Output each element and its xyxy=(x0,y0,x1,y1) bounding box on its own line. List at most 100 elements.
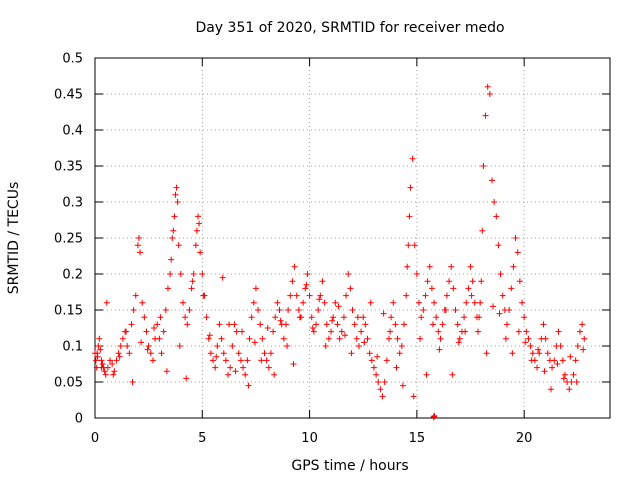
data-point xyxy=(540,321,547,328)
data-point xyxy=(491,199,498,205)
data-point xyxy=(480,163,487,169)
data-point xyxy=(264,325,271,331)
data-point xyxy=(184,321,191,328)
data-point xyxy=(347,285,354,292)
data-point xyxy=(325,335,332,342)
data-point xyxy=(527,343,534,349)
data-point xyxy=(186,307,193,313)
data-point xyxy=(295,307,302,313)
data-point xyxy=(454,321,461,328)
x-tick-label: 5 xyxy=(198,431,206,446)
data-point xyxy=(107,357,114,364)
data-point xyxy=(205,335,212,342)
data-point xyxy=(163,368,170,375)
data-point xyxy=(486,91,493,97)
data-point xyxy=(329,317,336,324)
data-point xyxy=(110,371,117,378)
data-point xyxy=(144,346,151,353)
data-point xyxy=(514,249,521,256)
data-point xyxy=(98,364,105,371)
data-point xyxy=(516,278,523,285)
data-point xyxy=(170,227,177,234)
data-point xyxy=(423,371,430,378)
data-point xyxy=(336,335,343,342)
data-point xyxy=(226,321,233,328)
data-point xyxy=(482,112,489,119)
data-point xyxy=(338,328,345,335)
data-point xyxy=(465,285,472,292)
data-point xyxy=(171,213,178,220)
data-point xyxy=(193,227,200,234)
data-point xyxy=(561,371,568,378)
data-point xyxy=(497,271,504,277)
data-point xyxy=(576,328,583,335)
data-point xyxy=(245,382,252,389)
data-point xyxy=(145,343,152,349)
data-point xyxy=(541,368,548,375)
data-point xyxy=(147,350,154,357)
data-point xyxy=(406,213,413,220)
data-point xyxy=(358,328,365,335)
data-point xyxy=(92,357,99,364)
data-point xyxy=(285,307,292,313)
data-point xyxy=(162,307,169,313)
data-point xyxy=(265,364,272,371)
data-point xyxy=(557,343,564,349)
data-point xyxy=(484,83,491,90)
y-tick-label: 0.25 xyxy=(54,232,83,247)
data-point xyxy=(255,307,262,313)
data-point xyxy=(291,263,298,270)
data-point xyxy=(493,213,500,220)
data-point xyxy=(512,235,519,241)
data-point xyxy=(392,321,399,328)
data-point xyxy=(98,357,105,364)
data-point xyxy=(190,271,197,277)
data-point xyxy=(573,379,580,385)
data-point xyxy=(323,321,330,328)
data-point xyxy=(137,249,144,256)
data-point xyxy=(418,314,425,321)
data-point xyxy=(428,285,435,292)
data-point xyxy=(375,379,382,385)
data-point xyxy=(203,314,210,321)
data-point xyxy=(316,296,323,303)
data-point xyxy=(361,339,368,346)
data-point xyxy=(568,379,575,385)
y-tick-label: 0.05 xyxy=(54,376,83,391)
axis-tick-labels: 0 0.05 0.1 0.15 0.2 0.25 0.3 0.35 0.4 0.45 0.5 0 5 10… xyxy=(54,52,532,447)
data-point xyxy=(188,285,195,292)
data-point xyxy=(276,307,283,313)
data-point xyxy=(396,350,403,357)
y-axis-label: SRMTID / TECUs xyxy=(6,182,22,295)
data-point xyxy=(529,350,536,357)
data-point xyxy=(476,314,483,321)
data-point xyxy=(103,299,110,306)
data-point xyxy=(334,321,341,328)
data-point xyxy=(322,343,329,349)
data-point xyxy=(151,325,158,331)
data-point xyxy=(233,328,240,335)
data-point xyxy=(287,292,294,299)
data-point xyxy=(116,353,123,360)
data-point xyxy=(250,299,257,306)
data-point xyxy=(242,371,249,378)
data-point xyxy=(330,314,337,321)
data-point xyxy=(536,350,543,357)
y-tick-label: 0.35 xyxy=(54,160,83,175)
data-point xyxy=(416,299,423,306)
data-point xyxy=(222,357,229,364)
data-point xyxy=(479,227,486,234)
data-point xyxy=(271,371,278,378)
x-axis-label: GPS time / hours xyxy=(291,458,408,474)
data-point xyxy=(551,357,558,364)
data-points xyxy=(92,83,588,421)
data-point xyxy=(452,307,459,313)
data-point xyxy=(403,292,410,299)
data-point xyxy=(246,335,253,342)
data-point xyxy=(431,412,438,419)
data-point xyxy=(446,278,453,285)
data-point xyxy=(302,285,309,292)
data-point xyxy=(206,332,213,339)
data-point xyxy=(115,350,122,357)
data-point xyxy=(101,368,108,375)
